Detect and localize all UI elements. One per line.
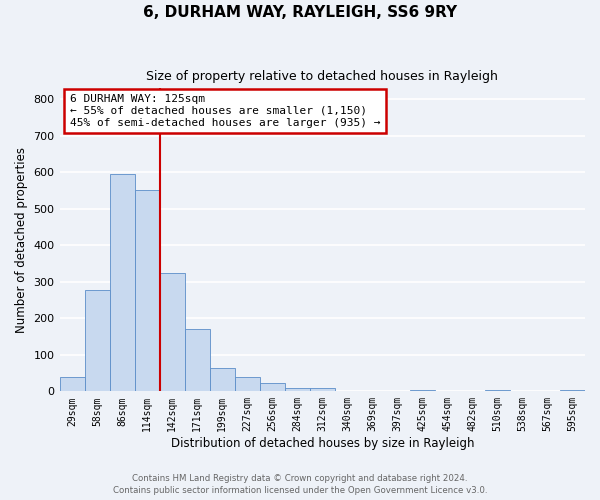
- Text: Contains HM Land Registry data © Crown copyright and database right 2024.
Contai: Contains HM Land Registry data © Crown c…: [113, 474, 487, 495]
- Text: 6 DURHAM WAY: 125sqm
← 55% of detached houses are smaller (1,150)
45% of semi-de: 6 DURHAM WAY: 125sqm ← 55% of detached h…: [70, 94, 380, 128]
- Bar: [310, 388, 335, 392]
- Title: Size of property relative to detached houses in Rayleigh: Size of property relative to detached ho…: [146, 70, 498, 83]
- Bar: [260, 384, 285, 392]
- Bar: [485, 390, 510, 392]
- Bar: [134, 190, 160, 392]
- Text: 6, DURHAM WAY, RAYLEIGH, SS6 9RY: 6, DURHAM WAY, RAYLEIGH, SS6 9RY: [143, 5, 457, 20]
- Bar: [560, 390, 585, 392]
- Bar: [285, 388, 310, 392]
- Bar: [209, 368, 235, 392]
- Bar: [235, 378, 260, 392]
- Bar: [85, 290, 110, 392]
- Bar: [185, 330, 209, 392]
- Y-axis label: Number of detached properties: Number of detached properties: [15, 147, 28, 333]
- Bar: [410, 390, 435, 392]
- Bar: [110, 174, 134, 392]
- Bar: [59, 378, 85, 392]
- X-axis label: Distribution of detached houses by size in Rayleigh: Distribution of detached houses by size …: [170, 437, 474, 450]
- Bar: [160, 272, 185, 392]
